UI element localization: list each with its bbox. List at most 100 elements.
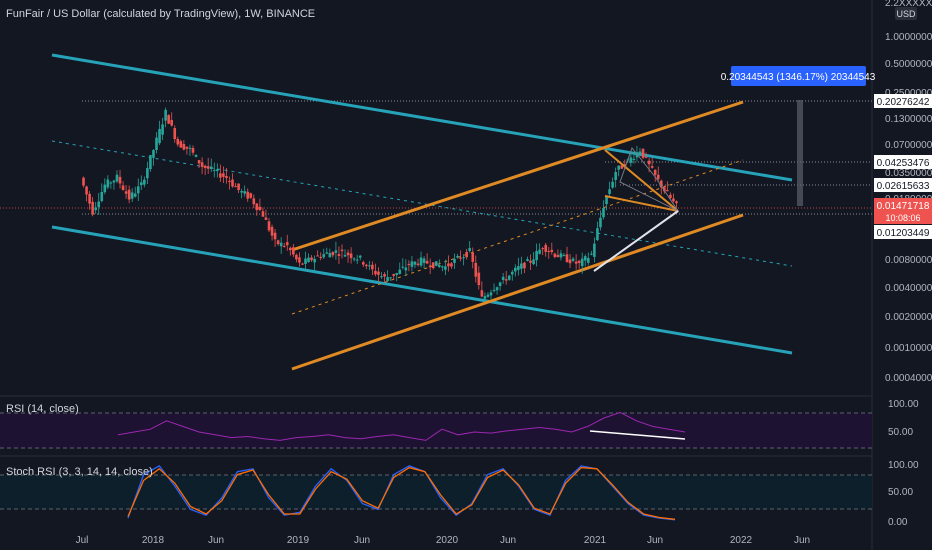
candle-body <box>225 176 228 179</box>
candle-body <box>669 194 672 198</box>
candle-body <box>246 191 250 199</box>
rsi-tick-50: 50.00 <box>888 427 913 438</box>
time-tick-label: 2019 <box>287 535 310 546</box>
candle-body <box>611 181 614 188</box>
candle-body <box>437 265 441 268</box>
time-tick-label: 2018 <box>142 535 165 546</box>
candle-body <box>535 251 538 261</box>
candle-body <box>647 160 651 165</box>
candle-body <box>170 120 174 126</box>
candle-body <box>523 262 526 269</box>
candle-body <box>273 232 277 240</box>
candle-body <box>395 273 399 275</box>
candle-body <box>666 190 669 192</box>
candle-body <box>419 257 423 266</box>
time-tick-label: Jun <box>647 535 663 546</box>
candle-body <box>288 247 292 251</box>
candle-body <box>653 169 657 175</box>
candle-body <box>571 258 575 261</box>
candle-body <box>292 247 295 255</box>
candle-body <box>477 272 481 286</box>
candle-body <box>261 211 265 217</box>
measure-bar[interactable] <box>797 100 803 206</box>
candle-body <box>219 173 222 178</box>
orange-channel-top[interactable] <box>291 100 744 252</box>
candle-body <box>127 189 131 200</box>
candle-body <box>526 259 529 261</box>
candle-body <box>115 174 119 182</box>
candle-body <box>593 243 596 257</box>
candle-body <box>164 109 167 121</box>
candle-body <box>562 255 566 257</box>
candle-body <box>374 270 377 275</box>
high-price-label: 0.20276242 <box>877 97 930 108</box>
candle-body <box>605 196 608 205</box>
time-axis[interactable]: Jul 2018 Jun 2019 Jun 2020 Jun 2021 Jun 2022 Jun <box>76 535 810 546</box>
currency-badge[interactable] <box>895 7 917 20</box>
countdown-label: 10:08:06 <box>885 213 920 223</box>
candle-body <box>85 186 88 195</box>
candle-body <box>337 254 341 256</box>
candle-body <box>650 166 654 168</box>
candle-body <box>322 254 326 258</box>
candle-body <box>258 206 262 211</box>
level3-label: 0.01203449 <box>877 228 930 239</box>
current-price-box <box>874 198 932 224</box>
candle-body <box>517 266 520 270</box>
rsi-divergence-line[interactable] <box>589 430 686 440</box>
candle-body <box>310 257 313 261</box>
candle-body <box>672 198 675 202</box>
candle-body <box>441 266 444 268</box>
candle-body <box>270 226 274 236</box>
candle-body <box>586 257 590 263</box>
candle-body <box>298 257 301 263</box>
triangle-top-line[interactable] <box>604 149 679 212</box>
candle-body <box>383 274 386 277</box>
candle-body <box>158 128 161 144</box>
candle-body <box>465 251 468 258</box>
candle-body <box>365 264 368 267</box>
candle-body <box>212 169 216 171</box>
candle-body <box>191 148 195 153</box>
stoch-tick-50: 50.00 <box>888 487 913 498</box>
candle-body <box>240 191 243 193</box>
level1-label: 0.04253476 <box>877 158 930 169</box>
candle-body <box>632 158 636 160</box>
candle-body <box>319 256 323 258</box>
time-tick-label: Jun <box>208 535 224 546</box>
candle-body <box>100 192 104 202</box>
candle-body <box>675 201 678 204</box>
candle-body <box>188 147 192 149</box>
candle-body <box>450 263 453 267</box>
triangle-wave-pattern[interactable] <box>619 146 680 213</box>
candle-body <box>596 228 599 241</box>
candle-body <box>231 179 234 187</box>
candle-body <box>267 221 271 231</box>
orange-channel-midline <box>291 159 744 315</box>
candle-body <box>444 266 447 270</box>
candle-body <box>629 157 633 163</box>
candle-body <box>656 174 660 180</box>
candle-body <box>583 256 587 261</box>
candle-body <box>133 193 137 197</box>
stoch-d-line <box>127 466 676 520</box>
candle-body <box>206 166 210 169</box>
candle-body <box>103 184 107 193</box>
triangle-bottom-line[interactable] <box>604 195 679 212</box>
candle-body <box>447 263 450 267</box>
candle-body <box>453 259 456 263</box>
candle-body <box>276 240 280 245</box>
candle-body <box>88 193 91 204</box>
candle-body <box>538 249 541 254</box>
white-support-line[interactable] <box>593 210 679 272</box>
candle-body <box>361 262 365 265</box>
channel-bottom-line[interactable] <box>51 225 793 355</box>
candle-body <box>179 141 183 148</box>
candle-body <box>301 263 304 265</box>
channel-top-line[interactable] <box>51 53 793 182</box>
orange-channel-bottom[interactable] <box>291 213 744 371</box>
level2-label: 0.02615633 <box>877 181 930 192</box>
